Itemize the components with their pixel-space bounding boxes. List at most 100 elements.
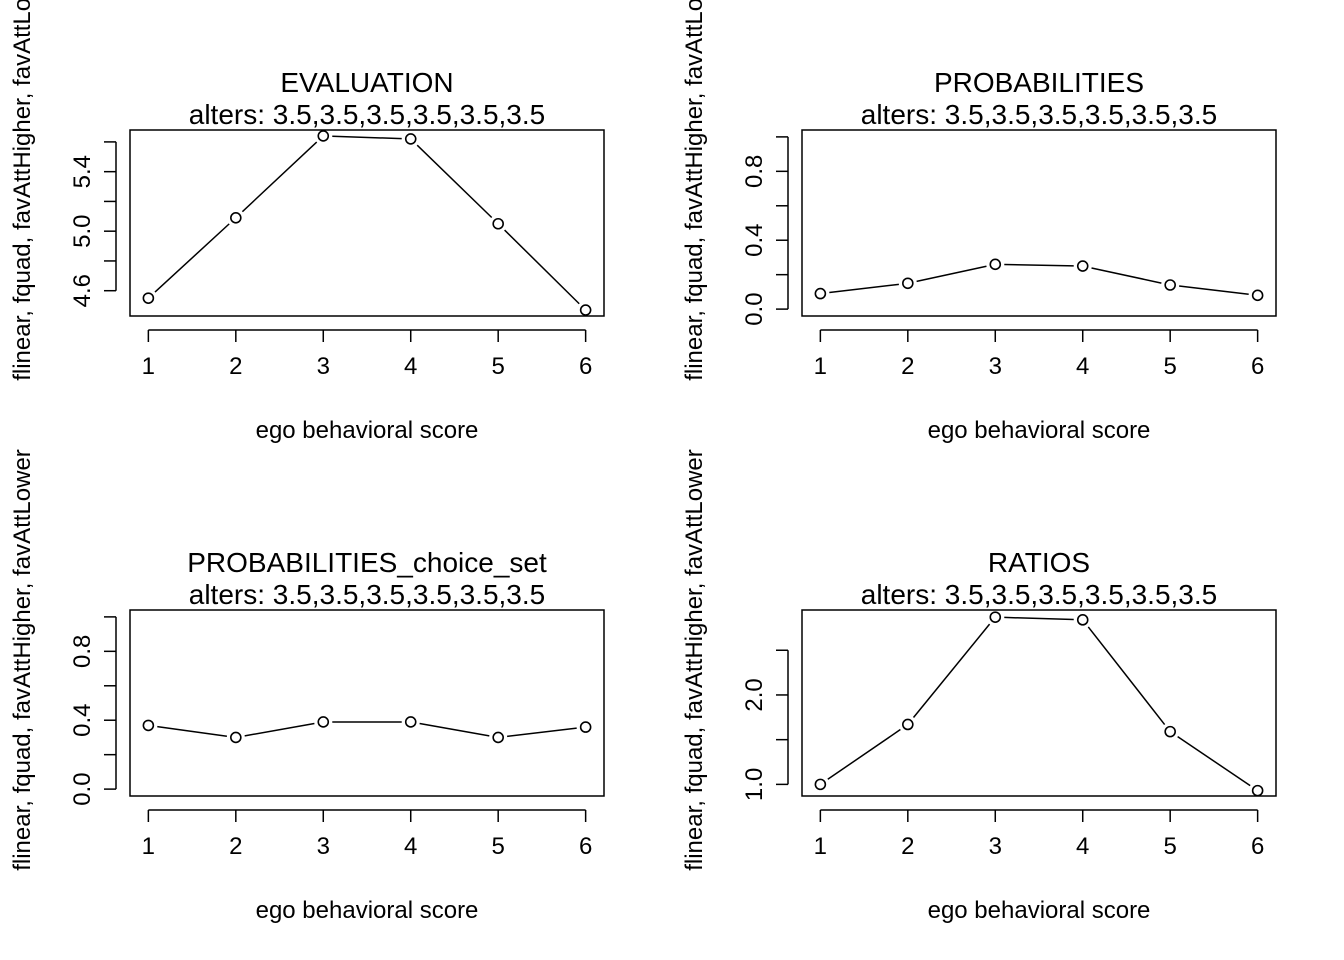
x-tick-label: 2 <box>229 353 242 380</box>
x-tick-label: 4 <box>1076 353 1089 380</box>
y-tick-label: 1.0 <box>741 768 768 801</box>
x-tick-label: 1 <box>142 353 155 380</box>
y-axis-title: flinear, fquad, favAttHigher, favAttLowe… <box>681 449 708 871</box>
chart-subtitle: alters: 3.5,3.5,3.5,3.5,3.5,3.5 <box>189 99 545 130</box>
y-tick-label: 0.0 <box>741 292 768 325</box>
data-point <box>230 731 242 744</box>
x-tick-label: 5 <box>1164 833 1177 860</box>
data-point <box>317 716 330 728</box>
data-point <box>1076 260 1089 272</box>
chart-title: PROBABILITIES_choice_set <box>187 547 547 578</box>
data-point <box>1251 784 1264 797</box>
x-tick-label: 2 <box>901 353 914 380</box>
x-tick-label: 3 <box>989 353 1002 380</box>
series-line-segment <box>416 144 493 219</box>
series-line-segment <box>912 623 991 718</box>
data-point <box>989 258 1002 271</box>
x-tick-label: 6 <box>579 833 592 860</box>
chart-title: EVALUATION <box>280 67 453 98</box>
series-line-segment <box>419 722 490 737</box>
x-tick-label: 6 <box>1251 353 1264 380</box>
series-line-segment <box>154 223 230 293</box>
plot-frame <box>801 129 1277 317</box>
x-axis-title: ego behavioral score <box>928 897 1151 924</box>
chart-subtitle: alters: 3.5,3.5,3.5,3.5,3.5,3.5 <box>861 99 1217 130</box>
x-tick-label: 3 <box>317 833 330 860</box>
data-point <box>1164 725 1176 738</box>
x-tick-label: 5 <box>1164 353 1177 380</box>
series-line-segment <box>504 229 580 305</box>
y-tick-label: 2.0 <box>741 678 768 711</box>
x-tick-label: 1 <box>142 833 155 860</box>
data-point <box>142 719 155 732</box>
y-axis-title: flinear, fquad, favAttHigher, favAttLowe… <box>681 0 708 381</box>
y-tick-label: 0.4 <box>69 704 96 737</box>
data-point <box>902 277 914 290</box>
series-line-segment <box>916 265 987 283</box>
x-tick-label: 1 <box>814 833 827 860</box>
x-tick-label: 5 <box>492 833 505 860</box>
series-line-segment <box>1004 616 1074 621</box>
x-axis-title: ego behavioral score <box>256 417 479 444</box>
data-point <box>492 217 504 230</box>
plot-frame <box>801 609 1277 797</box>
series-line-segment <box>1177 736 1251 787</box>
y-tick-label: 0.0 <box>69 772 96 805</box>
data-point <box>404 133 417 145</box>
x-tick-label: 3 <box>317 353 330 380</box>
series-line-segment <box>507 727 577 738</box>
x-tick-label: 6 <box>1251 833 1264 860</box>
x-axis-title: ego behavioral score <box>928 417 1151 444</box>
series-line-segment <box>1004 263 1074 267</box>
x-tick-label: 3 <box>989 833 1002 860</box>
data-point <box>902 718 914 731</box>
data-point <box>579 721 592 733</box>
x-tick-label: 4 <box>1076 833 1089 860</box>
series-line-segment <box>1179 285 1249 296</box>
chart-title: RATIOS <box>988 547 1090 578</box>
y-tick-label: 4.6 <box>69 274 96 307</box>
series-line-segment <box>241 141 318 213</box>
y-tick-label: 5.0 <box>69 214 96 247</box>
y-axis-title: flinear, fquad, favAttHigher, favAttLowe… <box>9 449 36 871</box>
series-line-segment <box>244 722 315 737</box>
series-line-segment <box>1087 626 1166 725</box>
data-point <box>1251 289 1264 302</box>
x-tick-label: 6 <box>579 353 592 380</box>
series-line-segment <box>827 728 901 780</box>
data-point <box>1076 614 1089 626</box>
data-point <box>492 731 504 744</box>
series-line-segment <box>829 283 899 294</box>
y-axis-title: flinear, fquad, favAttHigher, favAttLowe… <box>9 0 36 381</box>
plot-frame <box>129 609 605 797</box>
x-tick-label: 4 <box>404 353 417 380</box>
y-tick-label: 0.8 <box>741 155 768 188</box>
data-point <box>814 778 827 791</box>
chart-title: PROBABILITIES <box>934 67 1144 98</box>
x-tick-label: 1 <box>814 353 827 380</box>
data-point <box>814 287 827 300</box>
series-line-segment <box>1091 267 1162 284</box>
y-tick-label: 0.4 <box>741 224 768 257</box>
data-point <box>404 716 417 728</box>
x-axis-title: ego behavioral score <box>256 897 479 924</box>
y-tick-label: 0.8 <box>69 635 96 668</box>
data-point <box>1164 279 1176 291</box>
data-point <box>317 130 330 142</box>
x-tick-label: 4 <box>404 833 417 860</box>
x-tick-label: 2 <box>901 833 914 860</box>
data-point <box>579 304 592 316</box>
series-line-segment <box>157 725 228 737</box>
series-line-segment <box>332 135 402 140</box>
x-tick-label: 2 <box>229 833 242 860</box>
data-point <box>142 292 155 304</box>
data-point <box>989 611 1002 623</box>
chart-subtitle: alters: 3.5,3.5,3.5,3.5,3.5,3.5 <box>189 579 545 610</box>
chart-subtitle: alters: 3.5,3.5,3.5,3.5,3.5,3.5 <box>861 579 1217 610</box>
x-tick-label: 5 <box>492 353 505 380</box>
